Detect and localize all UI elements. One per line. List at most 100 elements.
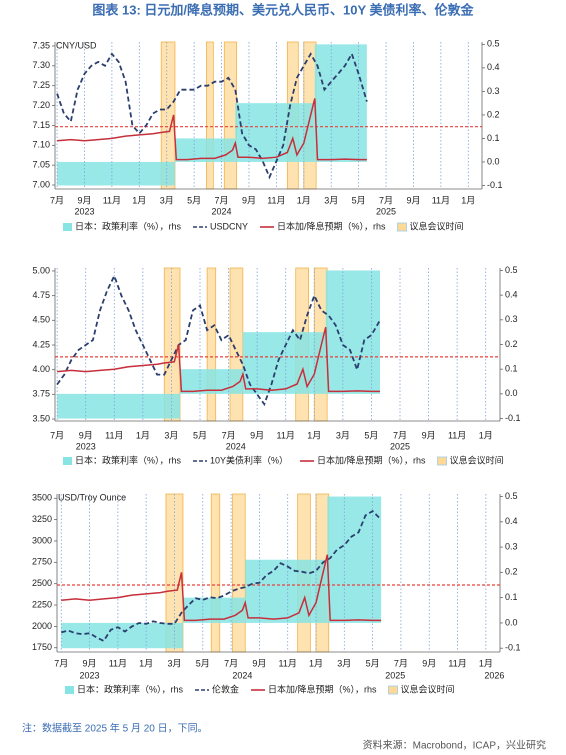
policy-rate-area [325, 270, 380, 394]
x-tick-label: 7月 [393, 430, 407, 440]
x-tick-label: 9月 [252, 658, 266, 668]
x-tick-label: 9月 [422, 658, 436, 668]
y-tick-label: 1750 [32, 642, 52, 652]
legend-label: 日本加/降息预期（%），rhs [268, 683, 377, 694]
policy-rate-area [235, 103, 315, 162]
year-label: 2026 [484, 670, 504, 680]
legend-label: 议息会议时间 [450, 454, 504, 465]
year-label: 2024 [226, 441, 246, 451]
year-label: 2025 [376, 206, 396, 216]
year-label: 2023 [80, 670, 100, 680]
y2-tick-label: 0.0 [505, 388, 518, 398]
x-tick-label: 9月 [422, 430, 436, 440]
dashed-line [56, 51, 368, 180]
x-tick-label: 3月 [164, 430, 178, 440]
source: 资料来源：Macrobond，ICAP，兴业研究 [363, 739, 546, 752]
x-tick-label: 11月 [279, 658, 297, 668]
x-tick-label: 1月 [139, 658, 153, 668]
footnote: 注：数据截至 2025 年 5 月 20 日，下同。 [22, 722, 208, 735]
legend-label: 日本加/降息预期（%），rhs [277, 220, 386, 231]
y-tick-label: 7.00 [32, 179, 50, 189]
y2-tick-label: 0.0 [505, 617, 518, 627]
y2-tick-label: 0.4 [487, 62, 500, 72]
y-tick-label: 5.00 [32, 265, 50, 275]
year-label: 2023 [76, 441, 96, 451]
y-tick-label: 7.05 [32, 160, 50, 170]
y-tick-label: 7.10 [32, 140, 50, 150]
x-tick-label: 11月 [448, 658, 466, 668]
y-tick-label: 7.30 [32, 60, 50, 70]
y2-tick-label: 0.1 [505, 592, 518, 602]
y-tick-label: 3250 [32, 514, 52, 524]
line [57, 327, 380, 393]
y2-tick-label: 0.5 [505, 265, 518, 275]
x-tick-label: 5月 [187, 195, 201, 205]
y-tick-label: 2500 [32, 578, 52, 588]
y-tick-label: 2750 [32, 557, 52, 567]
y-tick-label: 3000 [32, 535, 52, 545]
y-tick-label: 3.75 [32, 389, 50, 399]
legend-icon [63, 223, 72, 231]
policy-rate-area [327, 496, 382, 623]
legend-label: 日本：政策利率（%），rhs [77, 683, 184, 694]
line [57, 98, 367, 161]
x-tick-label: 1月 [479, 430, 493, 440]
x-tick-label: 9月 [250, 430, 264, 440]
x-tick-label: 3月 [160, 195, 174, 205]
y-tick-label: 4.50 [32, 315, 50, 325]
y2-tick-label: 0.3 [487, 86, 500, 96]
x-tick-label: 11月 [105, 430, 123, 440]
y-tick-label: 3.50 [32, 413, 50, 423]
dashed-line [56, 273, 381, 407]
x-tick-label: 7月 [224, 658, 238, 668]
y-tick-label: 2250 [32, 599, 52, 609]
x-tick-label: 9月 [242, 195, 256, 205]
x-tick-label: 3月 [337, 658, 351, 668]
x-tick-label: 7月 [54, 658, 68, 668]
x-tick-label: 5月 [364, 430, 378, 440]
y-tick-label: 7.35 [32, 40, 50, 50]
x-tick-label: 1月 [136, 430, 150, 440]
y2-tick-label: -0.1 [487, 180, 503, 190]
y2-tick-label: -0.1 [505, 643, 521, 653]
year-label: 2024 [232, 670, 252, 680]
x-tick-label: 7月 [50, 195, 64, 205]
x-tick-label: 7月 [222, 430, 236, 440]
year-label: 2024 [212, 206, 232, 216]
x-tick-label: 11月 [432, 195, 450, 205]
meeting-band [210, 493, 221, 653]
meeting-band [223, 41, 238, 190]
policy-rate-area [57, 161, 175, 186]
y2-tick-label: 0.2 [487, 109, 500, 119]
y2-tick-label: 0.1 [505, 364, 518, 374]
meeting-band [206, 41, 214, 190]
y2-tick-label: 0.0 [487, 156, 500, 166]
meeting-band [229, 267, 244, 422]
y2-tick-label: 0.4 [505, 516, 518, 526]
y2-tick-label: 0.5 [505, 491, 518, 501]
policy-rate-area [242, 332, 326, 394]
y-tick-label: 4.75 [32, 290, 50, 300]
legend-label: 伦敦金 [212, 683, 239, 694]
year-label: 2023 [74, 206, 94, 216]
legend-icon [437, 456, 447, 466]
policy-rate-area [245, 559, 328, 623]
x-tick-label: 5月 [352, 195, 366, 205]
x-tick-label: 9月 [83, 658, 97, 668]
legend-label: 日本：政策利率（%），rhs [75, 220, 182, 231]
x-tick-label: 1月 [297, 195, 311, 205]
x-tick-label: 11月 [103, 195, 121, 205]
x-tick-label: 7月 [50, 430, 64, 440]
x-tick-label: 1月 [307, 430, 321, 440]
x-tick-label: 11月 [448, 430, 466, 440]
meeting-band [206, 267, 217, 422]
y2-tick-label: 0.4 [505, 290, 518, 300]
year-label: 2025 [385, 670, 405, 680]
y-tick-label: 7.25 [32, 80, 50, 90]
y2-tick-label: 0.3 [505, 541, 518, 551]
legend-label: 议息会议时间 [410, 220, 464, 231]
dashed-line [60, 509, 382, 643]
x-tick-label: 7月 [215, 195, 229, 205]
legend-label: 10Y美债利率（%） [210, 454, 288, 465]
